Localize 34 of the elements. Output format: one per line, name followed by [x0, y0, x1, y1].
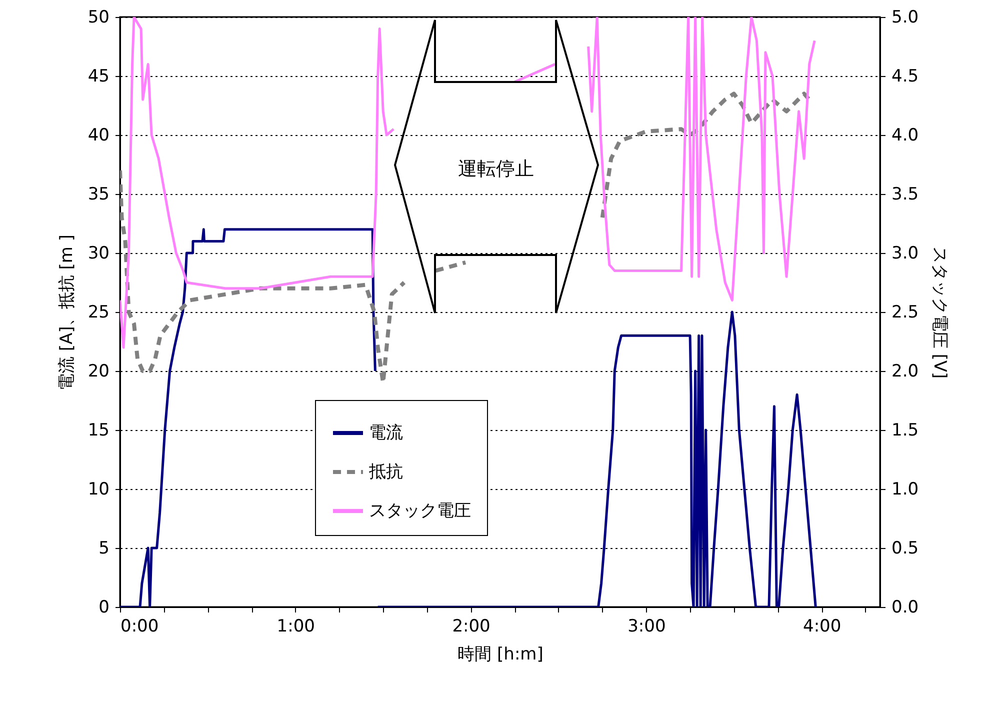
y2-tick-label: 2.0 — [892, 362, 919, 382]
x-tick-label: 0:00 — [120, 616, 159, 636]
y-axis-title: 電流 [A]、抵抗 [m ] — [56, 234, 77, 390]
legend-label: 電流 — [369, 423, 403, 443]
y2-tick-label: 0.0 — [892, 598, 919, 618]
y-tick-label: 5 — [98, 538, 110, 558]
y2-tick-label: 4.0 — [892, 126, 919, 146]
y-tick-label: 25 — [88, 302, 110, 322]
y2-tick-label: 2.5 — [892, 302, 919, 322]
y2-tick-label: 3.0 — [892, 244, 919, 264]
x-tick-label: 1:00 — [276, 616, 315, 636]
x-tick-label: 2:00 — [452, 616, 490, 636]
y2-tick-label: 1.0 — [892, 480, 919, 500]
y-tick-label: 20 — [88, 362, 110, 382]
y-tick-label: 15 — [88, 420, 110, 440]
y2-tick-label: 4.5 — [892, 66, 919, 86]
y-tick-label: 35 — [88, 184, 110, 204]
y2-tick-label: 3.5 — [892, 184, 919, 204]
y-tick-label: 10 — [88, 480, 110, 500]
x-axis-title: 時間 [h:m] — [458, 644, 544, 664]
y2-tick-label: 1.5 — [892, 420, 919, 440]
legend-label: スタック電圧 — [369, 501, 471, 521]
y-tick-label: 30 — [88, 244, 110, 264]
y2-axis-title: スタック電圧 [V] — [930, 246, 950, 379]
y-tick-label: 40 — [88, 126, 110, 146]
y2-tick-label: 0.5 — [892, 538, 919, 558]
y-tick-label: 50 — [88, 8, 110, 28]
legend-label: 抵抗 — [368, 462, 403, 482]
y2-tick-label: 5.0 — [892, 8, 919, 28]
y-tick-label: 45 — [88, 66, 110, 86]
y-tick-label: 0 — [98, 598, 110, 618]
x-tick-label: 3:00 — [628, 616, 666, 636]
annotation: 運転停止 — [458, 158, 534, 180]
x-tick-label: 4:00 — [803, 616, 842, 636]
